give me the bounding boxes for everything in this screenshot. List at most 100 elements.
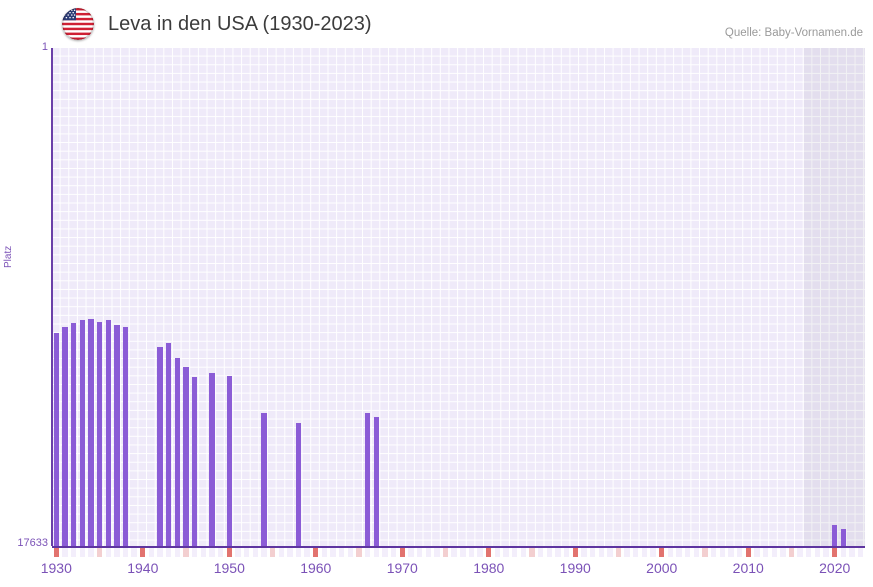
chart-header: Leva in den USA (1930-2023) Quelle: Baby… xyxy=(0,0,873,48)
x-tick-1955 xyxy=(269,548,276,557)
x-tick-1947 xyxy=(200,548,207,557)
bar-2021[interactable] xyxy=(840,529,847,546)
x-tick-1954 xyxy=(261,548,267,557)
x-axis-label-1970: 1970 xyxy=(386,560,418,576)
bar-1935[interactable] xyxy=(96,321,103,546)
x-tick-1999 xyxy=(650,548,656,557)
bar-1946[interactable] xyxy=(192,377,198,546)
x-tick-1935 xyxy=(96,548,103,557)
x-tick-2002 xyxy=(676,548,682,557)
x-tick-1983 xyxy=(512,548,518,557)
x-tick-1941 xyxy=(148,548,155,557)
x-tick-strip xyxy=(52,548,865,557)
x-axis-label-1930: 1930 xyxy=(40,560,72,576)
bar-2020[interactable] xyxy=(832,524,838,546)
x-tick-1975 xyxy=(442,548,449,557)
x-tick-1939 xyxy=(131,548,137,557)
x-tick-2022 xyxy=(849,548,855,557)
bar-1948[interactable] xyxy=(209,372,215,546)
bar-1931[interactable] xyxy=(62,327,68,546)
x-tick-1993 xyxy=(598,548,604,557)
x-tick-1987 xyxy=(546,548,552,557)
x-tick-1962 xyxy=(330,548,336,557)
page-title: Leva in den USA (1930-2023) xyxy=(108,13,372,35)
x-tick-1984 xyxy=(520,548,527,557)
x-tick-1956 xyxy=(278,548,284,557)
x-tick-1982 xyxy=(503,548,509,557)
bar-1943[interactable] xyxy=(166,343,172,546)
x-tick-1936 xyxy=(105,548,111,557)
x-tick-1979 xyxy=(477,548,483,557)
x-tick-1953 xyxy=(252,548,258,557)
x-tick-2008 xyxy=(728,548,734,557)
x-tick-1998 xyxy=(641,548,648,557)
bar-1950[interactable] xyxy=(226,376,232,546)
x-tick-1989 xyxy=(563,548,570,557)
bar-1942[interactable] xyxy=(157,347,163,546)
x-tick-2012 xyxy=(762,548,769,557)
x-tick-2005 xyxy=(702,548,708,557)
x-tick-1937 xyxy=(114,548,120,557)
x-tick-1951 xyxy=(235,548,241,557)
bar-1954[interactable] xyxy=(261,412,267,546)
x-tick-2020 xyxy=(832,548,838,557)
x-tick-2011 xyxy=(754,548,760,557)
x-tick-2009 xyxy=(736,548,743,557)
x-tick-2018 xyxy=(814,548,821,557)
x-tick-2004 xyxy=(693,548,700,557)
x-tick-1972 xyxy=(416,548,423,557)
x-tick-2023 xyxy=(857,548,864,557)
x-axis-label-1980: 1980 xyxy=(473,560,505,576)
x-tick-1973 xyxy=(425,548,431,557)
x-tick-1952 xyxy=(243,548,250,557)
bar-1934[interactable] xyxy=(88,319,94,546)
x-tick-2019 xyxy=(823,548,829,557)
x-tick-1995 xyxy=(615,548,622,557)
bar-1933[interactable] xyxy=(79,319,85,546)
bar-1945[interactable] xyxy=(183,367,189,546)
x-axis-label-1960: 1960 xyxy=(300,560,332,576)
x-tick-1958 xyxy=(295,548,302,557)
bar-1930[interactable] xyxy=(53,332,59,546)
x-tick-1966 xyxy=(365,548,371,557)
x-tick-1969 xyxy=(390,548,397,557)
x-tick-1992 xyxy=(589,548,596,557)
bar-1958[interactable] xyxy=(295,423,302,546)
x-tick-1985 xyxy=(529,548,535,557)
x-tick-1970 xyxy=(399,548,405,557)
x-tick-2021 xyxy=(840,548,847,557)
x-tick-1991 xyxy=(581,548,587,557)
x-tick-1971 xyxy=(408,548,414,557)
x-tick-2014 xyxy=(780,548,786,557)
x-tick-1978 xyxy=(468,548,475,557)
x-tick-2007 xyxy=(719,548,725,557)
forecast-shading xyxy=(804,48,865,546)
x-tick-1965 xyxy=(356,548,362,557)
x-tick-1986 xyxy=(537,548,544,557)
x-tick-1946 xyxy=(192,548,198,557)
x-tick-2003 xyxy=(685,548,691,557)
x-tick-1931 xyxy=(62,548,68,557)
source-note: Quelle: Baby-Vornamen.de xyxy=(724,27,863,39)
x-tick-1980 xyxy=(486,548,492,557)
y-axis-title: Platz xyxy=(3,245,14,268)
bar-1966[interactable] xyxy=(365,413,371,546)
bar-1936[interactable] xyxy=(105,319,111,546)
bar-1944[interactable] xyxy=(174,357,181,546)
bar-1967[interactable] xyxy=(373,416,379,546)
bar-1938[interactable] xyxy=(122,327,129,546)
bar-1937[interactable] xyxy=(114,324,120,546)
x-tick-1981 xyxy=(494,548,501,557)
x-tick-2016 xyxy=(797,548,803,557)
x-tick-1961 xyxy=(321,548,328,557)
x-axis-label-2010: 2010 xyxy=(732,560,764,576)
x-axis-label-2020: 2020 xyxy=(819,560,851,576)
x-tick-1933 xyxy=(79,548,85,557)
x-tick-1994 xyxy=(607,548,613,557)
plot-area xyxy=(52,48,865,546)
x-tick-1968 xyxy=(382,548,388,557)
x-tick-1940 xyxy=(140,548,146,557)
x-tick-1976 xyxy=(451,548,457,557)
bar-1932[interactable] xyxy=(70,322,77,546)
